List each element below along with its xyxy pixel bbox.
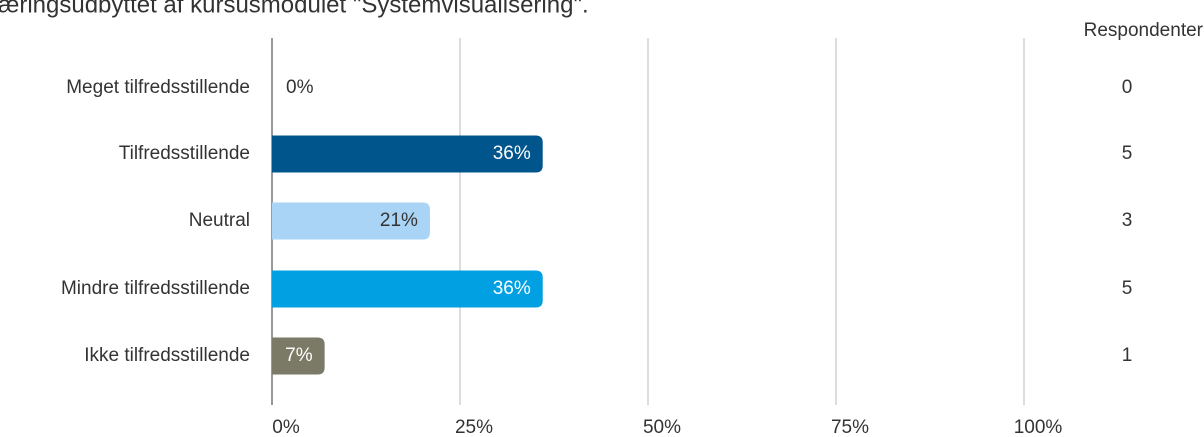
value-label: 21% <box>380 210 418 231</box>
respondent-count: 1 <box>1122 345 1133 366</box>
x-tick-label: 75% <box>831 417 869 437</box>
respondent-count: 5 <box>1122 143 1133 164</box>
category-label: Mindre tilfredsstillende <box>61 278 250 299</box>
respondent-count: 0 <box>1122 77 1133 98</box>
respondent-count: 5 <box>1122 278 1133 299</box>
x-tick-label: 0% <box>272 417 300 437</box>
x-tick-label: 100% <box>1014 417 1063 437</box>
respondents-title: Respondenter <box>1084 20 1204 41</box>
x-tick-label: 25% <box>455 417 493 437</box>
value-label: 0% <box>286 77 314 98</box>
respondent-count: 3 <box>1122 210 1133 231</box>
bar <box>272 337 325 375</box>
chart-title: æringsudbyttet af kursusmodulet "Systemv… <box>0 0 589 18</box>
category-label: Neutral <box>189 210 250 231</box>
value-label: 7% <box>285 345 313 366</box>
bar <box>272 270 543 308</box>
category-label: Meget tilfredsstillende <box>66 77 250 98</box>
value-label: 36% <box>493 143 531 164</box>
bar <box>272 202 430 240</box>
category-label: Tilfredsstillende <box>119 143 250 164</box>
bar <box>272 135 543 173</box>
category-label: Ikke tilfredsstillende <box>84 345 250 366</box>
x-tick-label: 50% <box>643 417 681 437</box>
value-label: 36% <box>493 278 531 299</box>
